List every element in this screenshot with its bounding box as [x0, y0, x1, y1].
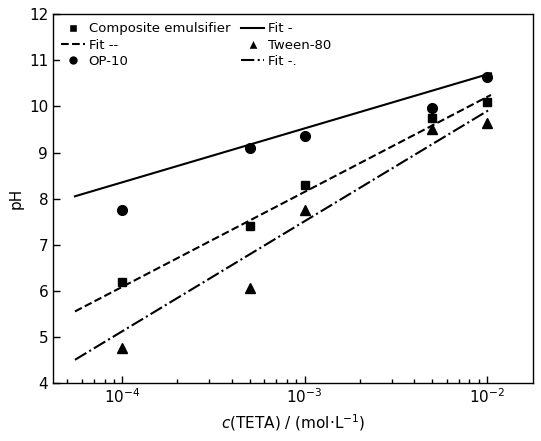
- Y-axis label: pH: pH: [8, 188, 23, 209]
- Legend: Composite emulsifier, Fit --, OP-10, Fit -, Tween-80, Fit -.: Composite emulsifier, Fit --, OP-10, Fit…: [57, 18, 335, 72]
- X-axis label: $c$(TETA) / (mol·L$^{-1}$): $c$(TETA) / (mol·L$^{-1}$): [221, 412, 365, 433]
